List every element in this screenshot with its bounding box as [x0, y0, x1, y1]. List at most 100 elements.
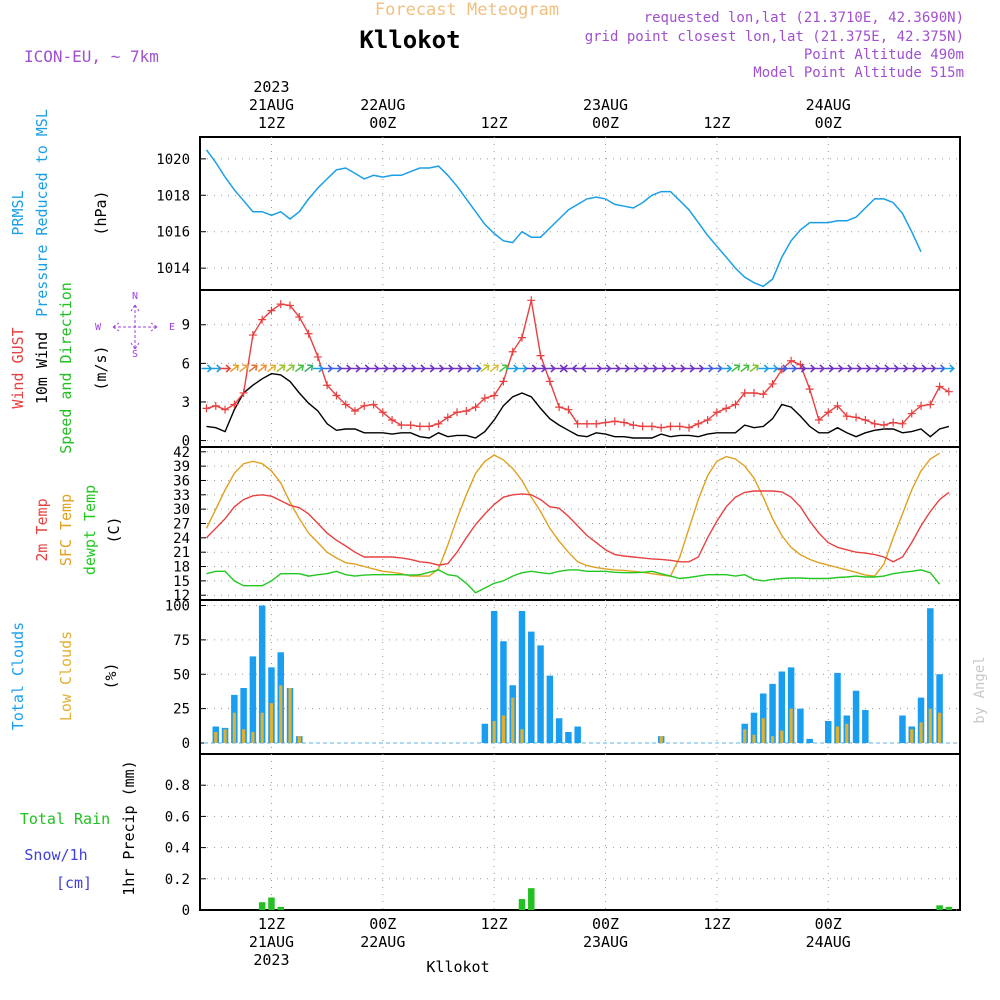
- low-cloud-bar: [835, 726, 840, 743]
- wind-direction-arrow: [656, 364, 668, 373]
- top-time-label: 12Z: [703, 114, 730, 132]
- wind-gust-point: [248, 331, 257, 340]
- top-time-label: 12Z: [258, 114, 285, 132]
- total-cloud-bar: [518, 611, 526, 743]
- wind-direction-arrow: [442, 364, 454, 373]
- rain-bar: [518, 899, 526, 910]
- low-cloud-bar: [232, 712, 236, 743]
- wind-direction-arrow: [702, 364, 714, 373]
- wind-direction-arrow: [526, 364, 538, 373]
- wind-direction-arrow: [860, 364, 872, 373]
- wind-gust-point: [230, 400, 239, 409]
- bottom-time-label: 00Z: [592, 915, 619, 933]
- wind-direction-arrow: [600, 364, 612, 373]
- wind-gust-point: [267, 306, 276, 315]
- cloud-label-low: Low Clouds: [57, 631, 75, 721]
- wind-gust-point: [378, 408, 387, 417]
- wind-gust-point: [323, 381, 332, 390]
- wind-gust-point: [796, 360, 805, 369]
- wind-gust-point: [787, 356, 796, 365]
- wind-gust-point: [211, 401, 220, 410]
- wind-gust-point: [852, 413, 861, 422]
- wind-direction-arrow: [749, 364, 759, 373]
- wind-gust-point: [545, 377, 554, 386]
- wind-gust-point: [620, 418, 629, 427]
- precip-label-cm: [cm]: [56, 874, 92, 892]
- low-cloud-bar: [297, 736, 301, 743]
- precip-ytick-label: 0.8: [165, 778, 190, 794]
- wind-direction-arrow: [740, 364, 750, 373]
- total-cloud-bar: [797, 708, 804, 743]
- wind-gust-point: [573, 419, 582, 428]
- wind-ytick-label: 0: [182, 434, 190, 450]
- wind-label-gust: Wind GUST: [9, 327, 27, 408]
- temperature-ytick-label: 39: [173, 459, 190, 475]
- clouds-ytick-label: 75: [173, 633, 190, 649]
- wind-direction-arrow: [684, 364, 696, 373]
- total-cloud-bar: [249, 656, 257, 743]
- wind-gust-point: [564, 405, 573, 414]
- wind-gust-point: [471, 403, 480, 412]
- wind-direction-arrow: [276, 364, 286, 373]
- wind-gust-point: [647, 422, 656, 431]
- wind-direction-arrow: [424, 364, 436, 373]
- wind-gust-point: [657, 423, 666, 432]
- wind-gust-point: [499, 377, 508, 386]
- wind-gust-point: [369, 400, 378, 409]
- wind-gust-point: [434, 419, 443, 428]
- precip-frame: [199, 753, 961, 911]
- pressure-ytick-label: 1014: [156, 261, 190, 277]
- wind-direction-arrow: [239, 364, 249, 373]
- wind-direction-arrow: [580, 364, 592, 373]
- precip-label-snow: Snow/1h: [24, 846, 87, 864]
- temp-label-dewpt: dewpt Temp: [81, 485, 99, 575]
- wind-direction-arrow: [480, 364, 490, 373]
- wind-ytick-label: 9: [182, 318, 190, 334]
- wind-direction-arrow: [201, 364, 213, 373]
- wind-unit: (m/s): [92, 345, 110, 390]
- wind-direction-arrow: [665, 364, 677, 373]
- gridpoint-location: grid point closest lon,lat (21.375E, 42.…: [585, 29, 964, 45]
- wind-direction-arrow: [322, 364, 334, 373]
- wind-direction-arrow: [267, 364, 277, 373]
- wind-gust-point: [286, 301, 295, 310]
- wind-gust-point: [749, 388, 758, 397]
- wind-gust-point: [935, 382, 944, 391]
- wind-direction-arrow: [637, 364, 649, 373]
- wind-gust-point: [360, 401, 369, 410]
- wind-direction-arrow: [767, 364, 779, 373]
- compass-east: E: [169, 322, 175, 333]
- wind-direction-arrow: [210, 364, 222, 373]
- wind-gust-point: [870, 419, 879, 428]
- low-cloud-bar: [260, 712, 264, 743]
- low-cloud-bar: [780, 730, 784, 743]
- wind-gust-point: [703, 415, 712, 424]
- total-cloud-bar: [537, 645, 544, 743]
- wind-gust-point: [759, 390, 768, 399]
- wind-gust-point: [406, 421, 415, 430]
- low-cloud-bar: [251, 732, 255, 743]
- wind-gust-point: [425, 422, 434, 431]
- bottom-time-label: 12Z: [258, 915, 285, 933]
- wind-gust-point: [480, 394, 489, 403]
- total-cloud-bar: [834, 672, 841, 743]
- total-cloud-bar: [490, 611, 498, 743]
- low-cloud-bar: [288, 688, 292, 743]
- wind-gust-point: [722, 404, 731, 413]
- wind-direction-arrow: [823, 364, 835, 373]
- temperature-ytick-label: 33: [173, 488, 190, 504]
- wind-gust-point: [629, 421, 638, 430]
- bottom-time-label: 12Z: [703, 915, 730, 933]
- wind-direction-arrow: [888, 364, 900, 373]
- wind-direction-arrow: [693, 364, 705, 373]
- wind-gust-point: [304, 329, 313, 338]
- wind-direction-arrow: [711, 364, 724, 373]
- pressure-ytick-label: 1018: [156, 188, 190, 204]
- wind-direction-arrow: [813, 364, 826, 373]
- wind-gust-point: [258, 315, 267, 324]
- dewpoint-line: [206, 569, 941, 594]
- total-cloud-bar: [862, 710, 869, 743]
